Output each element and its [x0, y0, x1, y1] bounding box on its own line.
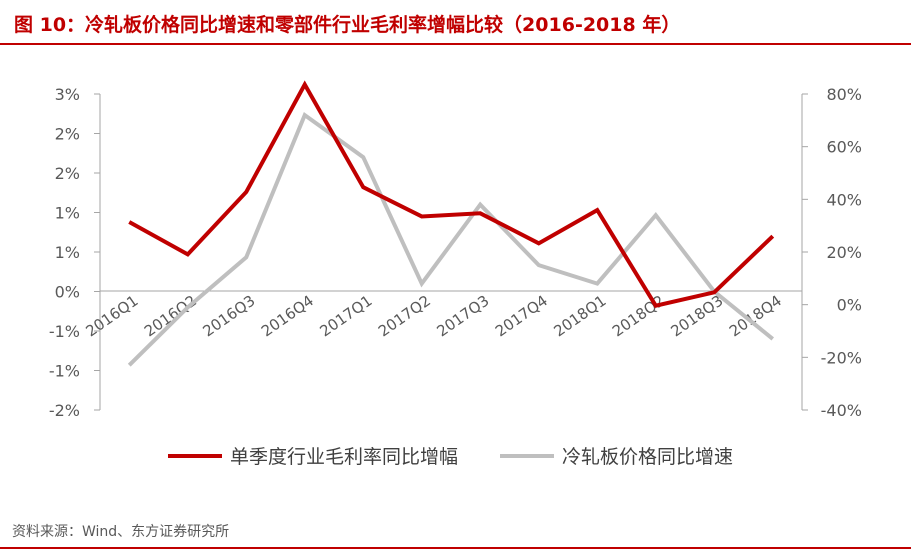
left-tick-label: 1% [55, 243, 80, 262]
right-tick-label: -20% [821, 348, 862, 367]
category-label: 2018Q4 [726, 292, 785, 341]
right-tick-label: 60% [826, 138, 862, 157]
legend-label-gross-margin: 单季度行业毛利率同比增幅 [230, 446, 458, 468]
left-tick-label: -1% [49, 322, 80, 341]
left-tick-label: 3% [55, 85, 80, 104]
category-label: 2017Q1 [316, 292, 375, 341]
series-line-gross-margin-change [128, 80, 775, 308]
category-label: 2018Q2 [609, 292, 668, 341]
category-label: 2017Q4 [492, 292, 551, 341]
source-note: 资料来源：Wind、东方证券研究所 [12, 524, 230, 540]
left-tick-label: -2% [49, 401, 80, 420]
chart-title: 图 10：冷轧板价格同比增速和零部件行业毛利率增幅比较（2016-2018 年） [14, 14, 681, 36]
category-label: 2017Q3 [433, 292, 492, 341]
series-lines [127, 80, 775, 367]
legend: 单季度行业毛利率同比增幅 冷轧板价格同比增速 [168, 446, 733, 468]
category-label: 2017Q2 [375, 292, 434, 341]
category-label: 2018Q3 [667, 292, 726, 341]
right-tick-label: 80% [826, 85, 862, 104]
right-tick-label: 40% [826, 190, 862, 209]
right-tick-label: 0% [837, 296, 862, 315]
left-tick-label: 2% [55, 164, 80, 183]
left-tick-label: 1% [55, 204, 80, 223]
bottom-divider [0, 547, 911, 549]
left-tick-label: -1% [49, 362, 80, 381]
right-tick-label: 20% [826, 243, 862, 262]
legend-label-cold-rolled: 冷轧板价格同比增速 [562, 446, 733, 468]
category-label: 2018Q1 [550, 292, 609, 341]
title-divider [0, 43, 911, 45]
category-label: 2016Q1 [82, 292, 141, 341]
category-label: 2016Q3 [199, 292, 258, 341]
left-tick-label: 2% [55, 125, 80, 144]
series-line-cold-rolled-price [127, 111, 775, 367]
right-tick-label: -40% [821, 401, 862, 420]
chart-axes [94, 93, 808, 411]
tick-labels: 3% 2% 2% 1% 1% 0% -1% -1% -2% 80% 60% 40% 20% 0% -20% -… [49, 85, 862, 420]
left-tick-label: 0% [55, 283, 80, 302]
category-label: 2016Q2 [141, 292, 200, 341]
category-label: 2016Q4 [258, 292, 317, 341]
